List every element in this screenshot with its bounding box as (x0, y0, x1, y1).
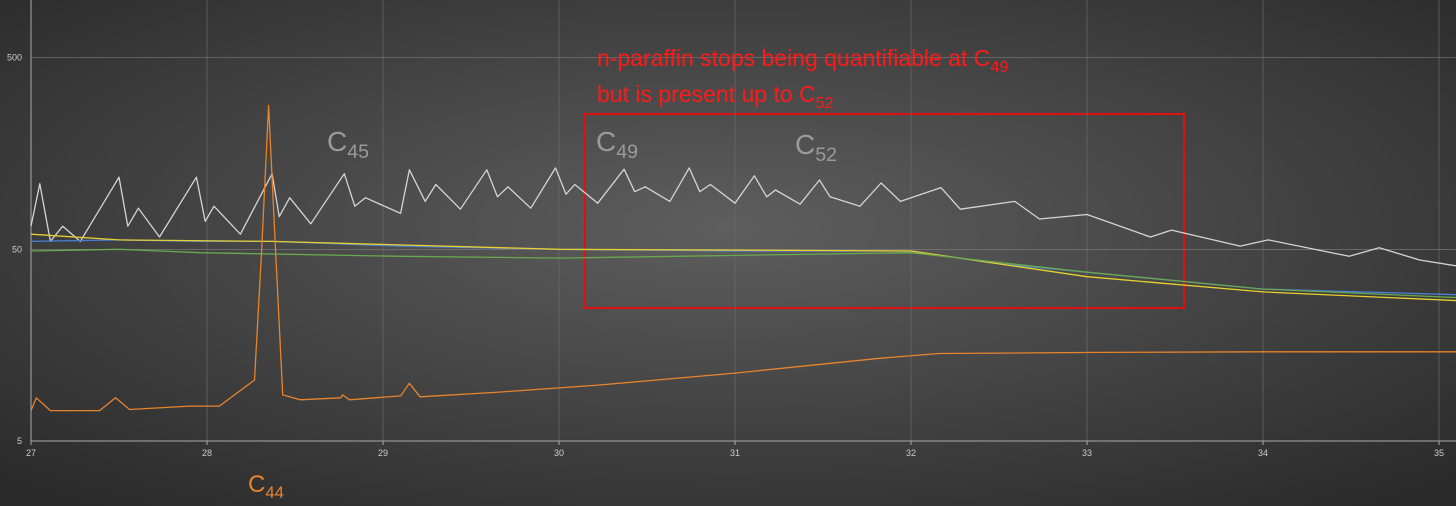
annotation: C52 (795, 129, 837, 166)
y-tick-label: 500 (7, 53, 22, 63)
annotation-subscript: 45 (347, 141, 369, 163)
x-tick-label: 28 (202, 448, 212, 458)
annotation-text: C (596, 126, 616, 157)
annotation: n-paraffin stops being quantifiable at C… (597, 45, 1008, 76)
x-tick-label: 27 (26, 448, 36, 458)
x-tick-label: 29 (378, 448, 388, 458)
series-line (30, 167, 1456, 267)
y-tick-label: 5 (17, 436, 22, 446)
annotation-text: C (248, 471, 265, 498)
annotation: but is present up to C52 (597, 81, 834, 112)
annotation-subscript: 52 (815, 144, 837, 166)
annotation-text: C (327, 126, 347, 157)
series-line (30, 233, 1456, 302)
annotation: C45 (327, 126, 369, 163)
annotation-text: n-paraffin stops being quantifiable at C (597, 45, 990, 71)
annotation-subscript: 49 (616, 141, 638, 163)
series-line (30, 248, 1456, 299)
x-tick-label: 32 (906, 448, 916, 458)
annotation: C44 (248, 471, 284, 502)
annotation: C49 (596, 126, 638, 163)
x-tick-label: 33 (1082, 448, 1092, 458)
annotation-text: C (795, 129, 815, 160)
y-tick-label: 50 (12, 244, 22, 254)
x-tick-label: 31 (730, 448, 740, 458)
highlight-box (584, 113, 1185, 309)
annotation-subscript: 44 (265, 483, 284, 502)
annotation-subscript: 52 (816, 94, 834, 112)
annotation-text: but is present up to C (597, 81, 816, 107)
x-tick-label: 34 (1258, 448, 1268, 458)
annotation-subscript: 49 (990, 58, 1008, 76)
series-line (30, 104, 1456, 412)
x-tick-label: 30 (554, 448, 564, 458)
x-tick-label: 35 (1434, 448, 1444, 458)
